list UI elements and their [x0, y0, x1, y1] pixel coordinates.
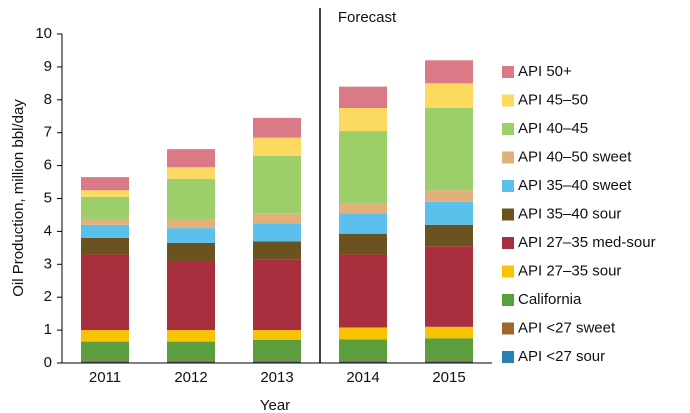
bar-segment [253, 360, 301, 363]
bar-segment [167, 242, 215, 262]
bar-segment [253, 117, 301, 138]
bar-segment [81, 196, 129, 220]
bar-segment [167, 261, 215, 331]
bar-segment [339, 108, 387, 132]
bar-segment [339, 213, 387, 234]
legend-swatch [502, 94, 514, 107]
bar-segment [253, 241, 301, 260]
bar-segment [425, 83, 473, 109]
legend-label: API <27 sweet [518, 319, 616, 336]
legend-label: API 35–40 sweet [518, 177, 632, 194]
legend-swatch [502, 265, 514, 278]
bar-segment [339, 360, 387, 363]
y-tick-label: 7 [44, 124, 52, 141]
legend-label: API 35–40 sour [518, 205, 621, 222]
bar-segment [425, 224, 473, 247]
legend-swatch [502, 151, 514, 164]
bar-segment [425, 190, 473, 202]
bar-segment [167, 178, 215, 220]
bar-segment [167, 167, 215, 179]
bar-segment [253, 213, 301, 224]
bar-segment [425, 108, 473, 191]
annotation: Forecast [338, 9, 397, 26]
legend-label: API 27–35 sour [518, 262, 621, 279]
x-tick-label: 2013 [260, 369, 293, 386]
legend-label: API 27–35 med-sour [518, 234, 656, 251]
legend-label: California [518, 291, 582, 308]
bar-segment [339, 339, 387, 361]
legend-swatch [502, 294, 514, 306]
y-tick-label: 8 [44, 91, 52, 108]
bar-segment [167, 228, 215, 243]
bar-segment [81, 330, 129, 342]
bar-segment [81, 190, 129, 197]
bar-segment [425, 60, 473, 84]
legend-label: API 40–45 [518, 120, 588, 137]
bar-segment [339, 203, 387, 214]
y-tick-label: 5 [44, 189, 52, 206]
bar-segment [167, 330, 215, 342]
bar-segment [167, 219, 215, 229]
bar-segment [167, 149, 215, 168]
bar-segment [339, 327, 387, 340]
y-tick-label: 3 [44, 255, 52, 272]
bar-segment [253, 259, 301, 331]
legend-label: API 50+ [518, 63, 572, 80]
bar-segment [81, 219, 129, 225]
bar-segment [167, 360, 215, 363]
bar-segment [81, 360, 129, 363]
bar-segment [425, 201, 473, 225]
x-tick-label: 2014 [346, 369, 379, 386]
y-tick-label: 9 [44, 58, 52, 75]
legend-swatch [502, 237, 514, 249]
bar-segment [81, 341, 129, 361]
legend-label: API 40–50 sweet [518, 148, 632, 165]
bar-segment [253, 155, 301, 214]
x-tick-label: 2015 [432, 369, 465, 386]
bar-segment [253, 137, 301, 156]
bar-segment [81, 254, 129, 331]
bar-segment [339, 254, 387, 328]
y-tick-label: 1 [44, 321, 52, 338]
legend-label: API <27 sour [518, 348, 605, 365]
legend-swatch [502, 208, 514, 221]
bar-segment [339, 131, 387, 204]
legend-swatch [502, 66, 514, 78]
bar-segment [253, 223, 301, 242]
bar-segment [425, 338, 473, 361]
x-axis-label: Year [260, 397, 290, 413]
bar-segment [425, 326, 473, 339]
x-tick-label: 2012 [174, 369, 207, 386]
y-tick-label: 4 [44, 222, 52, 239]
x-tick-label: 2011 [89, 369, 121, 386]
bar-segment [339, 86, 387, 109]
bar-segment [81, 237, 129, 255]
y-tick-label: 0 [44, 354, 52, 371]
legend-swatch [502, 123, 514, 135]
legend-swatch [502, 180, 514, 192]
bar-segment [81, 177, 129, 191]
legend-swatch [502, 322, 514, 335]
bar-segment [339, 233, 387, 255]
bar-segment [253, 330, 301, 340]
y-tick-label: 2 [44, 288, 52, 305]
y-tick-label: 6 [44, 157, 52, 174]
bar-segment [425, 360, 473, 363]
legend-label: API 45–50 [518, 91, 588, 108]
y-tick-label: 10 [35, 25, 52, 42]
legend-swatch [502, 351, 514, 363]
bar-segment [81, 224, 129, 238]
y-axis-label: Oil Production, million bbl/day [10, 99, 27, 297]
bar-segment [425, 246, 473, 327]
bar-segment [253, 339, 301, 361]
bar-segment [167, 341, 215, 361]
